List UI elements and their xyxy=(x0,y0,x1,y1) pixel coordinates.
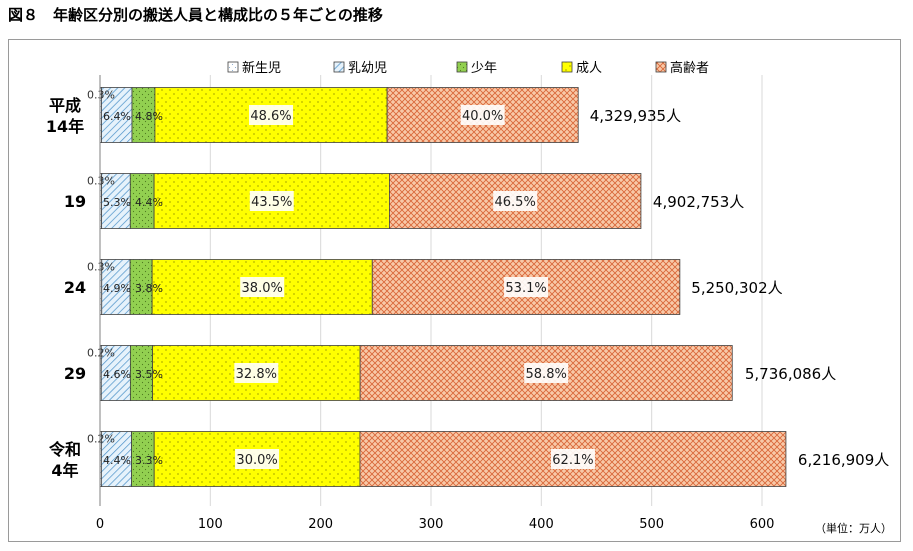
category-label: 4年 xyxy=(51,461,78,480)
category-label: 平成 xyxy=(49,96,81,115)
total-label: 4,902,753人 xyxy=(653,193,744,211)
legend: 新生児 乳幼児 少年 成人 高齢者 xyxy=(227,60,709,76)
legend-label: 少年 xyxy=(471,61,497,76)
data-label: 43.5% xyxy=(251,195,292,210)
chart-frame xyxy=(8,39,901,542)
data-label: 38.0% xyxy=(242,281,283,296)
data-label: 53.1% xyxy=(505,281,546,296)
data-label-bg xyxy=(240,277,285,297)
data-label-bg xyxy=(235,449,280,469)
bar-segment xyxy=(100,431,132,487)
data-label: 58.8% xyxy=(526,367,567,382)
bar-segment xyxy=(101,87,133,143)
category-label: 29 xyxy=(64,364,86,383)
bar-group xyxy=(99,87,579,143)
bar-group xyxy=(99,431,787,487)
x-tick-label: 500 xyxy=(639,517,664,532)
data-label: 48.6% xyxy=(250,109,291,124)
legend-swatch xyxy=(333,61,345,73)
chart-title: 図８ 年齢区分別の搬送人員と構成比の５年ごとの推移 xyxy=(8,6,383,24)
total-label: 6,216,909人 xyxy=(798,451,889,469)
data-label: 5.3% xyxy=(103,196,131,209)
data-label: 0.3% xyxy=(87,261,115,274)
data-label: 0.3% xyxy=(87,89,115,102)
total-label: 4,329,935人 xyxy=(590,107,681,125)
x-tick-label: 300 xyxy=(419,517,444,532)
data-label: 46.5% xyxy=(495,195,536,210)
legend-label: 高齢者 xyxy=(670,60,709,76)
data-label: 3.3% xyxy=(135,454,163,467)
data-label: 0.2% xyxy=(87,347,115,360)
x-tick-label: 100 xyxy=(198,517,223,532)
total-label: 5,250,302人 xyxy=(691,279,782,297)
data-label: 3.5% xyxy=(135,368,163,381)
x-tick-label: 0 xyxy=(96,517,104,532)
legend-label: 新生児 xyxy=(242,60,281,76)
category-label: 14年 xyxy=(46,117,84,136)
data-label-bg xyxy=(234,363,279,383)
category-label: 令和 xyxy=(48,440,81,459)
data-label: 6.4% xyxy=(103,110,131,123)
bar-segment xyxy=(101,173,131,229)
data-label: 30.0% xyxy=(236,453,277,468)
total-label: 5,736,086人 xyxy=(745,365,836,383)
data-label-bg xyxy=(504,277,549,297)
x-tick-label: 600 xyxy=(750,517,775,532)
data-label: 0.3% xyxy=(87,175,115,188)
data-label: 4.6% xyxy=(103,368,131,381)
data-label: 0.2% xyxy=(87,433,115,446)
legend-label: 成人 xyxy=(576,61,602,76)
legend-swatch xyxy=(456,61,468,73)
data-labels: 0.3% 6.4% 4.8% 48.6% 40.0% 4,329,935人 平成 14年 0.3… xyxy=(46,89,889,481)
bar-group xyxy=(99,345,733,401)
data-label: 4.8% xyxy=(135,110,163,123)
data-label-bg xyxy=(460,105,505,125)
data-label: 62.1% xyxy=(552,453,593,468)
data-label: 4.4% xyxy=(135,196,163,209)
category-label: 19 xyxy=(64,192,86,211)
legend-swatch xyxy=(227,61,239,73)
data-label-bg xyxy=(249,105,294,125)
data-label-bg xyxy=(493,191,538,211)
data-label-bg xyxy=(249,191,294,211)
x-tick-label: 200 xyxy=(308,517,333,532)
unit-label: （単位：万人） xyxy=(815,521,892,535)
data-label-bg xyxy=(550,449,595,469)
x-axis: 0 100 200 300 400 500 600 （単位：万人） xyxy=(96,75,892,535)
bar-groups xyxy=(99,87,787,487)
data-label: 32.8% xyxy=(236,367,277,382)
legend-swatch xyxy=(561,61,573,73)
data-label-bg xyxy=(524,363,569,383)
x-tick-label: 400 xyxy=(529,517,554,532)
legend-label: 乳幼児 xyxy=(348,61,387,76)
data-label: 4.9% xyxy=(103,282,131,295)
bar-group xyxy=(99,173,642,229)
data-label: 3.8% xyxy=(135,282,163,295)
bar-group xyxy=(99,259,681,315)
category-label: 24 xyxy=(64,278,86,297)
data-label: 40.0% xyxy=(462,109,503,124)
legend-swatch xyxy=(655,61,667,73)
data-label: 4.4% xyxy=(103,454,131,467)
